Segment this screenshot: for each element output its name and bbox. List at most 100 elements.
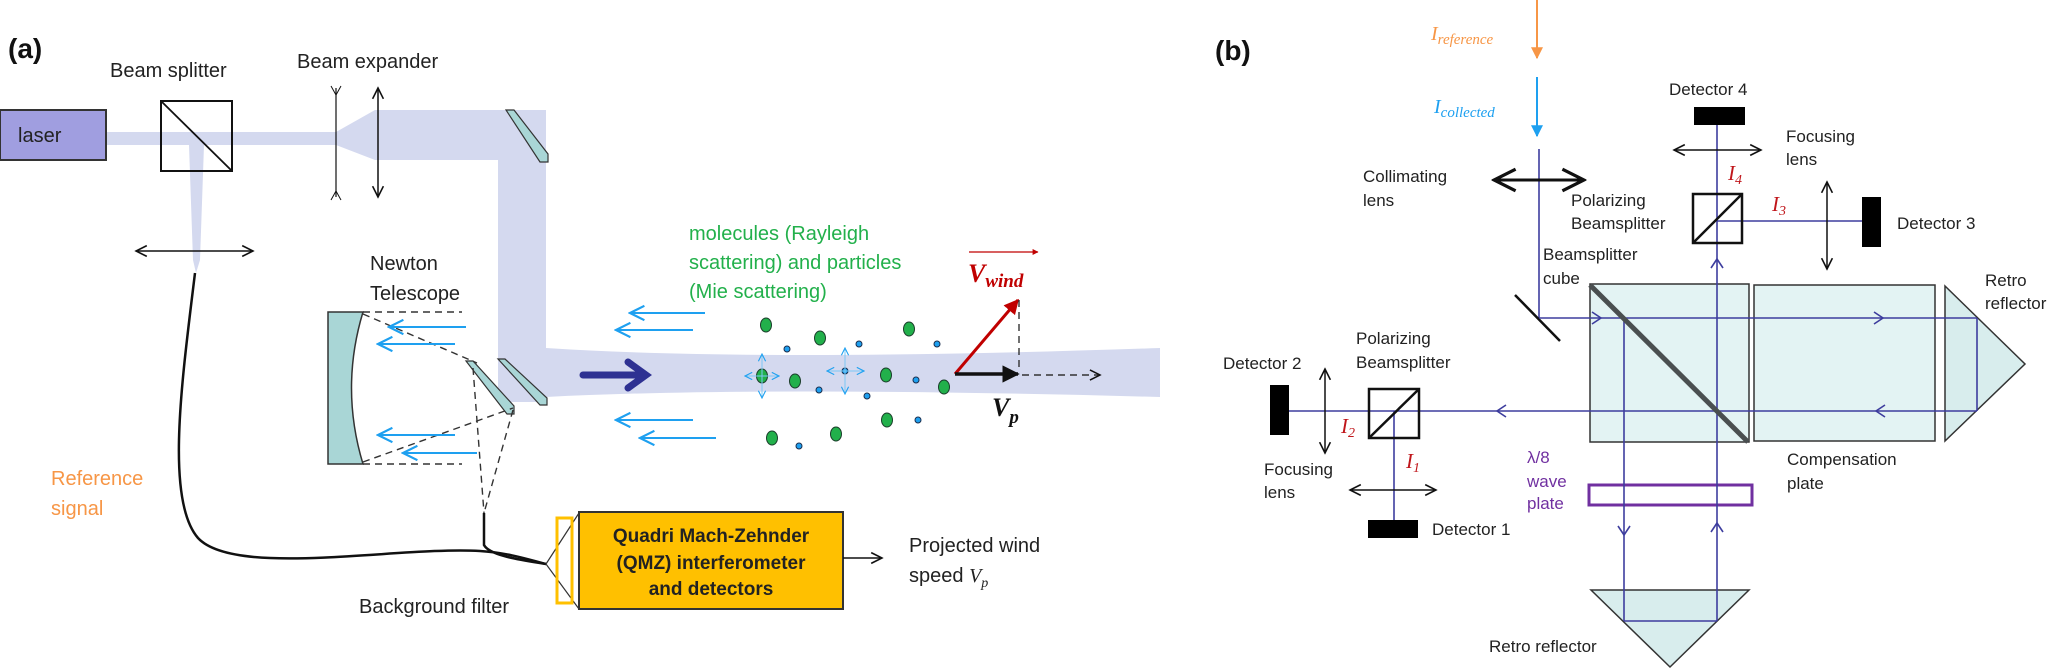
qmz-label-2: (QMZ) interferometer xyxy=(617,553,807,574)
detector-3 xyxy=(1862,197,1881,247)
laser-box xyxy=(0,109,107,161)
molecule xyxy=(912,376,920,384)
emission-direction-arrow xyxy=(579,358,652,392)
pbs-top-diagonal xyxy=(1692,193,1743,244)
polarizing-beamsplitter-top xyxy=(1691,192,1744,245)
beamsplitter-cube-label-2: cube xyxy=(1543,269,1580,288)
concave-lens-ends xyxy=(330,85,342,201)
wave-plate-label-2: wave xyxy=(1526,472,1567,491)
panel-a: (a) laser Beam splitter Beam expander Ne… xyxy=(0,33,1160,618)
compensation-plate xyxy=(1753,284,1936,442)
projected-wind-label-2: speed Vp xyxy=(909,565,988,591)
telescope-light-paths xyxy=(362,311,514,514)
detector-1 xyxy=(1368,520,1418,538)
molecule xyxy=(863,392,871,400)
pbs-left-diagonal xyxy=(1368,388,1420,439)
particle xyxy=(814,330,826,346)
scatter-text-1: molecules (Rayleigh xyxy=(689,223,869,245)
newton-label-1: Newton xyxy=(370,253,438,275)
focusing-lens-top-label-2: lens xyxy=(1786,150,1817,169)
detector-4 xyxy=(1694,107,1745,125)
molecule xyxy=(795,442,803,450)
compensation-plate-label-2: plate xyxy=(1787,474,1824,493)
telescope-primary-mirror xyxy=(327,311,365,465)
detector-3-label: Detector 3 xyxy=(1897,214,1975,233)
pbs-left-label-1: Polarizing xyxy=(1356,329,1431,348)
v-wind-label: Vwind xyxy=(968,259,1024,292)
molecule xyxy=(783,345,791,353)
molecule xyxy=(855,340,863,348)
particle xyxy=(903,321,915,337)
detector-2 xyxy=(1270,385,1289,435)
emission-mirror xyxy=(496,358,548,406)
compensation-plate-label-1: Compensation xyxy=(1787,450,1897,469)
retro-reflector-bottom-label: Retro reflector xyxy=(1489,637,1597,656)
particle xyxy=(880,367,892,383)
folding-mirror xyxy=(504,109,549,163)
focusing-lens-left-label-2: lens xyxy=(1264,483,1295,502)
reference-beam xyxy=(189,145,204,273)
i3-label: I3 xyxy=(1771,192,1786,219)
detector-4-label: Detector 4 xyxy=(1669,80,1747,99)
panel-b: (b) Ireference Icollected Collimating le… xyxy=(1215,0,2047,669)
molecule xyxy=(815,386,823,394)
particle xyxy=(760,317,772,333)
scatter-text-3: (Mie scattering) xyxy=(689,281,827,303)
detector-2-label: Detector 2 xyxy=(1223,354,1301,373)
laser-beam xyxy=(106,110,1160,402)
retro-reflector-right-label-1: Retro xyxy=(1985,271,2027,290)
retro-reflector-right xyxy=(1944,284,2027,443)
backscatter-arrows xyxy=(378,313,716,453)
qmz-box xyxy=(578,511,844,610)
beamsplitter-cube-label-1: Beamsplitter xyxy=(1543,245,1638,264)
retro-reflector-right-label-2: reflector xyxy=(1985,294,2047,313)
reference-signal-label-2: signal xyxy=(51,498,103,520)
wave-plate-label-1: λ/8 xyxy=(1527,448,1550,467)
molecule xyxy=(914,416,922,424)
beam-splitter-cube xyxy=(160,100,233,172)
i4-label: I4 xyxy=(1727,161,1742,188)
focusing-lens-left-label-1: Focusing xyxy=(1264,460,1333,479)
beamsplitter-diagonal xyxy=(1588,283,1750,444)
i2-label: I2 xyxy=(1340,414,1355,441)
projected-wind-label-1: Projected wind xyxy=(909,535,1040,557)
particle xyxy=(766,430,778,446)
secondary-mirror xyxy=(464,360,515,415)
wind-vector-arrow xyxy=(953,298,1020,375)
laser-label: laser xyxy=(18,125,62,147)
pbs-left-label-2: Beamsplitter xyxy=(1356,353,1451,372)
detector-1-label: Detector 1 xyxy=(1432,520,1510,539)
focusing-lens-top-label-1: Focusing xyxy=(1786,127,1855,146)
beam-expander-label: Beam expander xyxy=(297,51,439,73)
particle xyxy=(881,412,893,428)
qmz-label-3: and detectors xyxy=(649,579,774,600)
wave-plate-label-3: plate xyxy=(1527,494,1564,513)
panel-a-label: (a) xyxy=(8,33,42,64)
input-mirror xyxy=(1514,294,1561,342)
i-collected-label: Icollected xyxy=(1433,96,1495,121)
reference-fiber xyxy=(177,272,547,566)
collimating-lens-label-2: lens xyxy=(1363,191,1394,210)
retro-reflector-bottom xyxy=(1589,589,1751,669)
scatter-text-2: scattering) and particles xyxy=(689,252,901,274)
particle xyxy=(938,379,950,395)
molecule xyxy=(933,340,941,348)
v-p-label: Vp xyxy=(992,393,1019,428)
pbs-top-label-1: Polarizing xyxy=(1571,191,1646,210)
beam-splitter-diagonal xyxy=(160,100,233,172)
newton-label-2: Telescope xyxy=(370,283,460,305)
qmz-label-1: Quadri Mach-Zehnder xyxy=(613,526,810,547)
collimating-lens-label-1: Collimating xyxy=(1363,167,1447,186)
i1-label: I1 xyxy=(1405,449,1420,476)
particle xyxy=(830,426,842,442)
fiber-output-cone xyxy=(545,512,580,610)
particle xyxy=(789,373,801,389)
scatter-cross-arrows xyxy=(745,348,864,398)
reference-signal-label-1: Reference xyxy=(51,468,143,490)
collected-fiber xyxy=(482,513,547,566)
pbs-top-label-2: Beamsplitter xyxy=(1571,214,1666,233)
beam-splitter-label: Beam splitter xyxy=(110,60,227,82)
background-filter-label: Background filter xyxy=(359,596,509,618)
wave-plate xyxy=(1587,483,1754,507)
